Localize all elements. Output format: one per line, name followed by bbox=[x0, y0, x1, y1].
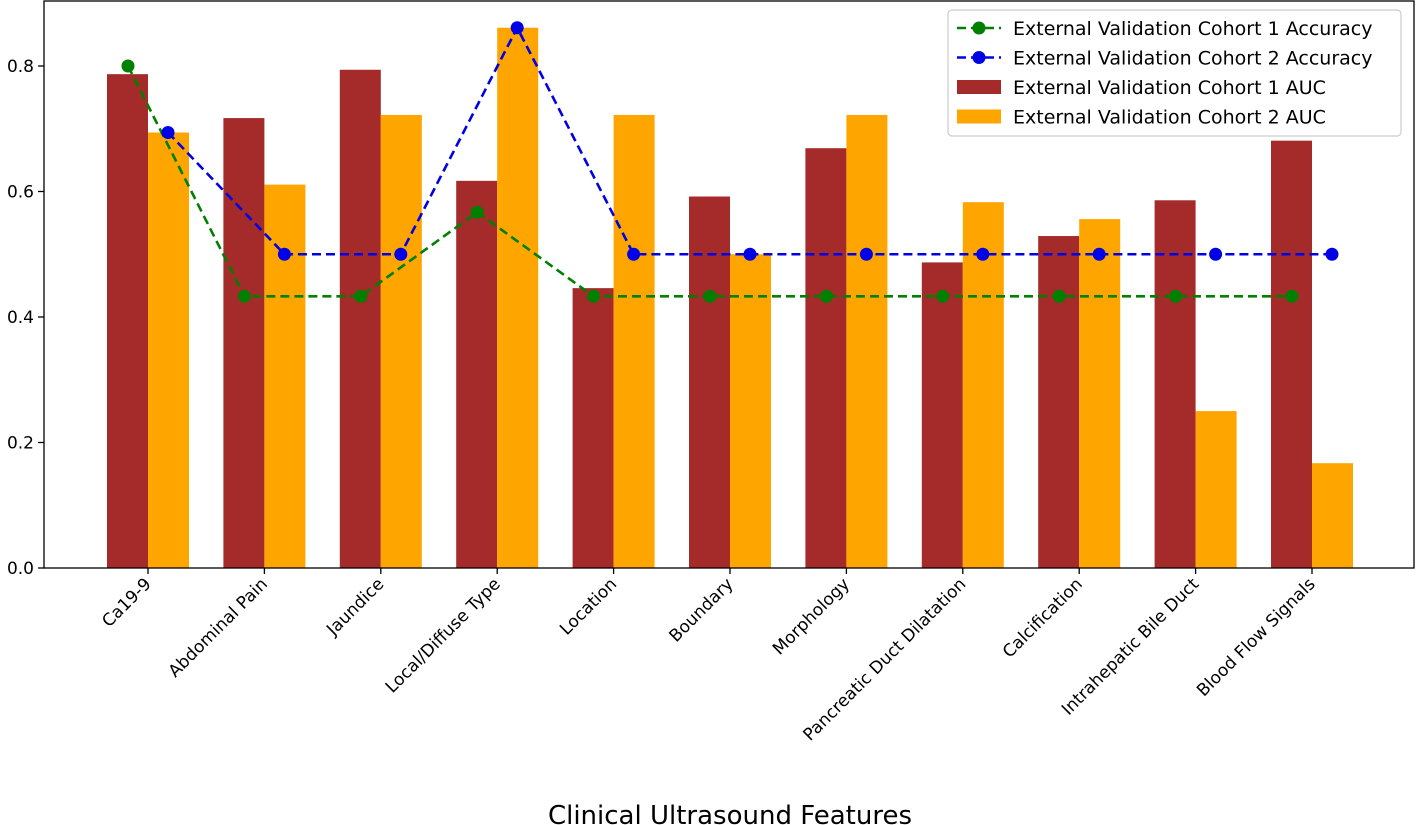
legend-label: External Validation Cohort 1 Accuracy bbox=[1013, 18, 1372, 40]
point-cohort2-accuracy bbox=[394, 247, 408, 261]
legend-box bbox=[947, 9, 1402, 137]
plot-frame bbox=[43, 0, 1415, 569]
point-cohort1-accuracy bbox=[1285, 289, 1299, 303]
bar-cohort1-auc bbox=[689, 196, 730, 568]
bar-cohort1-auc bbox=[107, 74, 148, 568]
bar-cohort2-auc bbox=[380, 114, 422, 568]
point-cohort1-accuracy bbox=[1052, 289, 1066, 303]
point-cohort1-accuracy bbox=[354, 289, 368, 303]
x-axis: Ca19-9 Abdominal Pain JaundiceLocal/Diffus… bbox=[98, 568, 1320, 745]
point-cohort1-accuracy bbox=[819, 289, 833, 303]
legend-marker bbox=[972, 51, 986, 64]
y-tick-label: 0.0 bbox=[7, 559, 34, 579]
lines-layer bbox=[121, 21, 1339, 303]
point-cohort1-accuracy bbox=[470, 205, 484, 219]
point-cohort2-accuracy bbox=[976, 247, 990, 261]
y-tick-label: 0.4 bbox=[7, 308, 34, 328]
point-cohort2-accuracy bbox=[277, 247, 291, 261]
bar-cohort2-auc bbox=[497, 27, 539, 569]
x-tick-label: Calcification bbox=[999, 574, 1087, 662]
point-cohort1-accuracy bbox=[1169, 289, 1183, 303]
bar-cohort1-auc bbox=[223, 118, 265, 569]
x-tick-label: Abdominal Pain bbox=[165, 574, 272, 681]
y-tick-label: 0.2 bbox=[7, 434, 34, 454]
bar-cohort2-auc bbox=[613, 114, 655, 568]
point-cohort1-accuracy bbox=[237, 289, 251, 303]
legend-label: External Validation Cohort 2 AUC bbox=[1013, 107, 1326, 129]
x-tick-label: Intrahepatic Bile Duct bbox=[1058, 574, 1203, 719]
point-cohort2-accuracy bbox=[743, 247, 757, 261]
bar-cohort1-auc bbox=[572, 288, 614, 568]
point-cohort2-accuracy bbox=[161, 126, 175, 140]
point-cohort2-accuracy bbox=[1092, 247, 1106, 261]
x-tick-label: Jaundice bbox=[322, 574, 388, 640]
bar-cohort2-auc bbox=[730, 254, 771, 568]
y-tick-label: 0.8 bbox=[7, 57, 34, 77]
legend-marker bbox=[972, 21, 986, 35]
point-cohort2-accuracy bbox=[1325, 247, 1339, 261]
x-tick-label: Morphology bbox=[769, 574, 854, 659]
point-cohort1-accuracy bbox=[936, 289, 950, 303]
bar-cohort1-auc bbox=[921, 262, 963, 568]
bar-cohort2-auc bbox=[962, 202, 1004, 569]
bar-cohort2-auc bbox=[1079, 219, 1121, 569]
bar-cohort2-auc bbox=[1195, 411, 1237, 568]
legend-bar-swatch bbox=[957, 80, 1001, 94]
point-cohort2-accuracy bbox=[510, 21, 524, 35]
x-axis-label: Clinical Ultrasound Features bbox=[548, 801, 912, 825]
bar-cohort1-auc bbox=[1038, 236, 1080, 569]
bar-cohort2-auc bbox=[264, 184, 306, 568]
x-tick-label: Blood Flow Signals bbox=[1193, 574, 1319, 700]
bar-cohort1-auc bbox=[1271, 140, 1312, 569]
point-cohort1-accuracy bbox=[703, 289, 717, 303]
legend-label: External Validation Cohort 2 Accuracy bbox=[1013, 48, 1372, 70]
point-cohort2-accuracy bbox=[859, 247, 873, 261]
legend-bar-swatch bbox=[957, 109, 1001, 124]
x-tick-label: Ca19-9 bbox=[98, 574, 155, 631]
bar-cohort1-auc bbox=[339, 69, 381, 568]
bar-cohort2-auc bbox=[1312, 463, 1353, 568]
bar-cohort2-auc bbox=[846, 114, 888, 568]
y-axis: 0.0 0.2 0.4 0.6 0.8 bbox=[7, 57, 44, 579]
x-tick-label: Local/Diffuse Type bbox=[382, 574, 505, 697]
bar-cohort1-auc bbox=[456, 180, 498, 568]
point-cohort1-accuracy bbox=[121, 59, 135, 73]
bar-cohort1-auc bbox=[805, 148, 847, 568]
legend: External Validation Cohort 1 Accuracy Ext… bbox=[947, 9, 1402, 137]
y-tick-label: 0.6 bbox=[7, 183, 34, 203]
point-cohort2-accuracy bbox=[627, 247, 641, 261]
bar-cohort1-auc bbox=[1154, 200, 1196, 568]
point-cohort1-accuracy bbox=[587, 289, 601, 303]
x-tick-label: Location bbox=[556, 574, 621, 639]
legend-label: External Validation Cohort 1 AUC bbox=[1013, 77, 1326, 99]
point-cohort2-accuracy bbox=[1209, 247, 1223, 261]
x-tick-label: Boundary bbox=[665, 574, 737, 646]
bars-layer bbox=[107, 27, 1353, 569]
bar-cohort2-auc bbox=[148, 132, 189, 568]
